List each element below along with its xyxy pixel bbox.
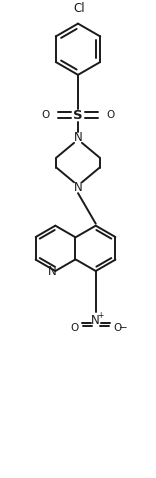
Text: O: O bbox=[70, 323, 78, 333]
Text: N: N bbox=[48, 264, 57, 278]
Text: O: O bbox=[106, 110, 115, 120]
Text: N: N bbox=[74, 181, 82, 194]
Text: O: O bbox=[113, 323, 122, 333]
Text: N: N bbox=[91, 314, 100, 327]
Text: −: − bbox=[119, 323, 128, 333]
Text: S: S bbox=[73, 109, 83, 122]
Text: O: O bbox=[41, 110, 50, 120]
Text: N: N bbox=[74, 131, 82, 144]
Text: +: + bbox=[98, 311, 104, 320]
Text: Cl: Cl bbox=[73, 2, 85, 15]
